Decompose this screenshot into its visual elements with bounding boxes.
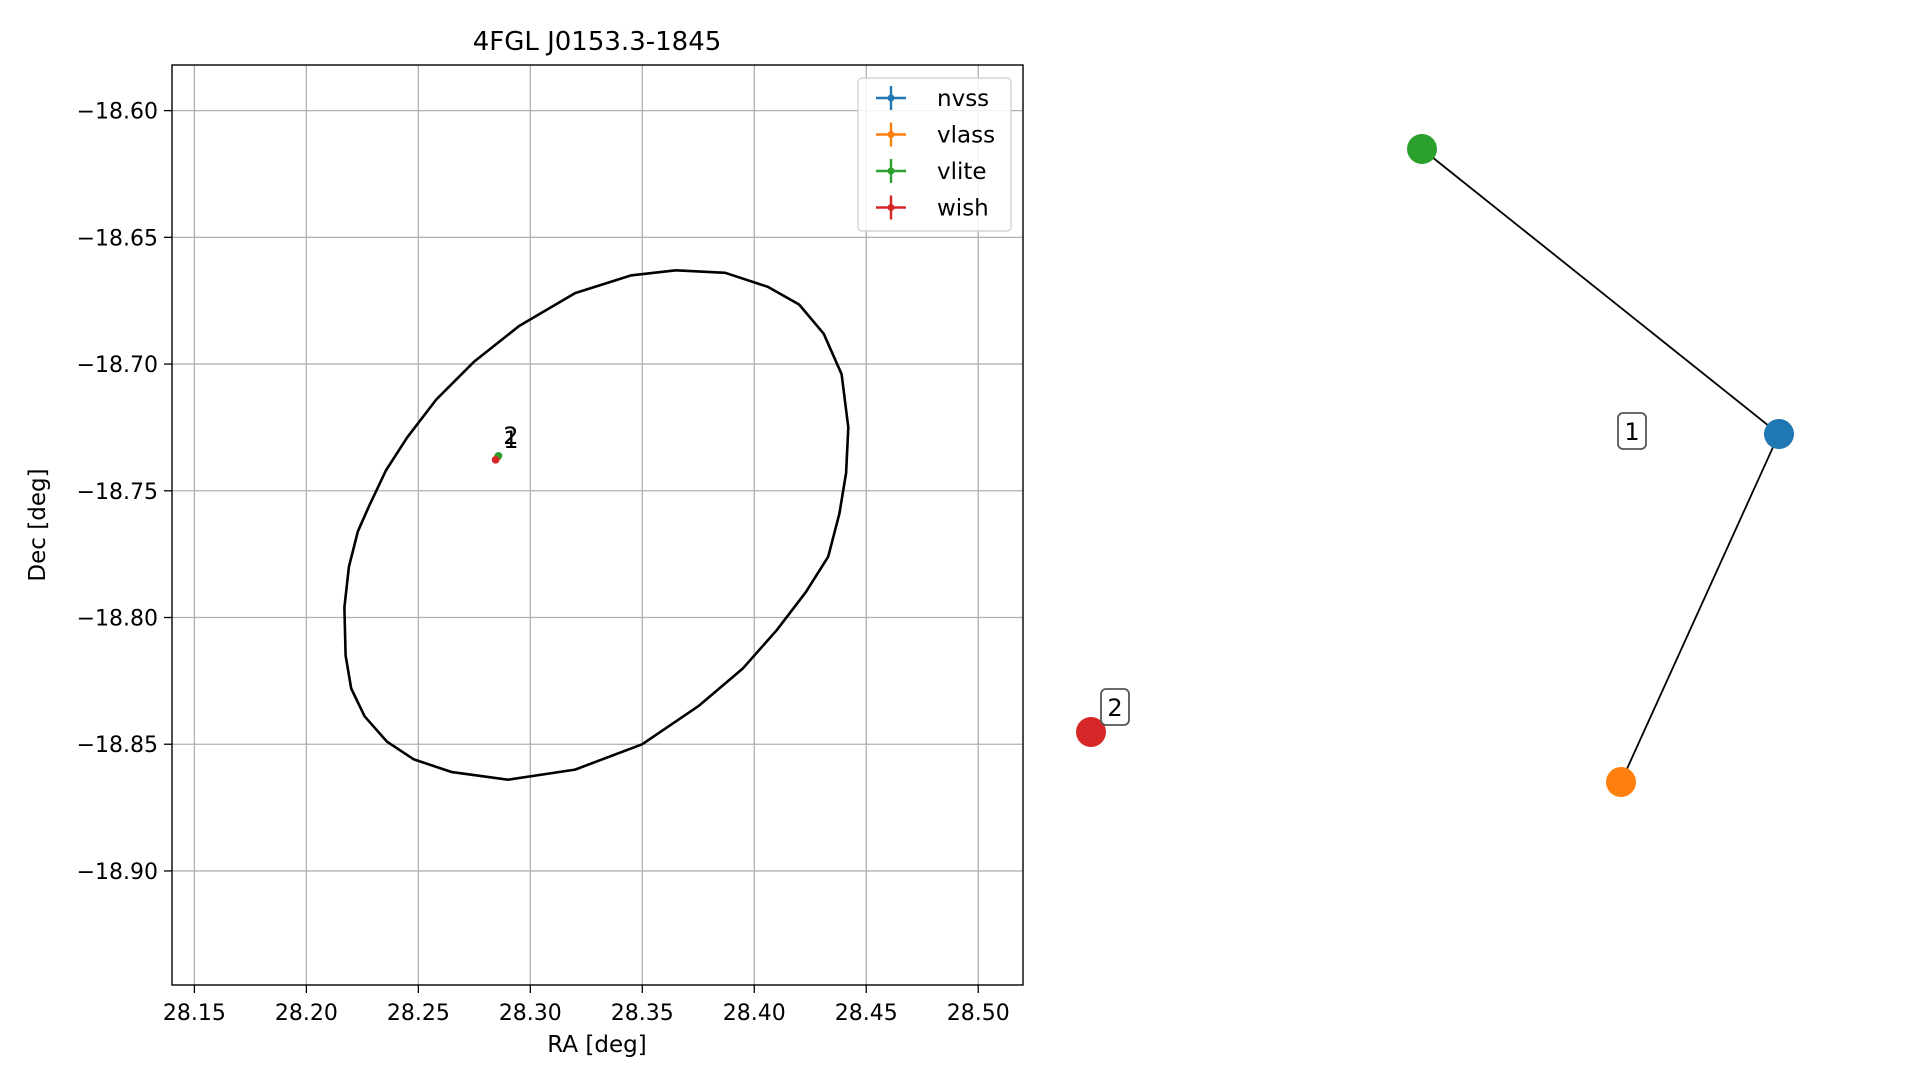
cluster-labels: 12 (1100, 412, 1647, 726)
x-tick-label: 28.40 (723, 1001, 786, 1026)
x-axis-ticks: 28.15 28.20 28.25 28.30 28.35 28.40 28.45 28.50 (163, 985, 1010, 1026)
y-tick-label: −18.80 (77, 607, 158, 632)
y-tick-label: −18.60 (77, 100, 158, 125)
error-ellipse-layer (343, 269, 850, 782)
y-tick-label: −18.75 (77, 480, 158, 505)
legend-label-vlite: vlite (937, 159, 987, 185)
coordinate-plot: 12 28.15 28.20 28.25 28.30 28.35 28.40 28.45 28… (25, 27, 1024, 1058)
cluster-label-text: 2 (1107, 694, 1122, 722)
x-tick-label: 28.30 (499, 1001, 562, 1026)
graph-node-nvss (1764, 419, 1794, 449)
x-tick-label: 28.45 (835, 1001, 898, 1026)
cluster-label-1: 1 (1617, 412, 1647, 450)
point-wish (491, 456, 500, 464)
y-axis-label: Dec [deg] (25, 468, 51, 581)
legend-label-vlass: vlass (937, 123, 995, 149)
point-annotation: 2 (503, 422, 518, 450)
legend-item-wish: wish (876, 195, 989, 222)
cluster-graph: 12 (1076, 134, 1794, 797)
y-tick-label: −18.65 (77, 226, 158, 251)
x-tick-label: 28.20 (275, 1001, 338, 1026)
legend-box (857, 77, 1012, 232)
graph-edges (1421, 148, 1780, 783)
graph-node-vlass (1606, 767, 1636, 797)
x-tick-label: 28.35 (611, 1001, 674, 1026)
legend-dot-vlass (887, 131, 895, 138)
x-tick-label: 28.50 (947, 1001, 1010, 1026)
x-tick-label: 28.25 (387, 1001, 450, 1026)
axes-frame (171, 64, 1024, 986)
point-annotation: 1 (503, 426, 518, 454)
legend-item-nvss: nvss (876, 86, 989, 112)
legend-dot-nvss (887, 94, 895, 102)
legend-dot-wish (887, 204, 895, 211)
cluster-label-2: 2 (1100, 688, 1130, 726)
y-tick-label: −18.85 (77, 733, 158, 758)
chart-title: 4FGL J0153.3-1845 (473, 27, 722, 57)
legend-dot-vlite (887, 167, 895, 175)
grid (172, 65, 1023, 985)
graph-edge-nvss-vlass (1620, 433, 1780, 783)
cluster-label-box (1100, 688, 1130, 726)
point-annotations: 12 (503, 422, 518, 454)
legend-item-vlite: vlite (876, 159, 987, 185)
legend-item-vlass: vlass (876, 122, 995, 149)
y-tick-label: −18.90 (77, 860, 158, 885)
graph-node-wish (1076, 717, 1106, 747)
error-ellipse (343, 269, 850, 782)
source-points (491, 452, 503, 464)
x-axis-label: RA [deg] (547, 1032, 646, 1058)
x-tick-label: 28.15 (163, 1001, 226, 1026)
legend-label-nvss: nvss (937, 86, 989, 112)
graph-edge-vlite-nvss (1421, 148, 1780, 435)
y-axis-ticks: −18.60 −18.65 −18.70 −18.75 −18.80 −18.85 −18.… (77, 100, 172, 885)
cluster-label-text: 1 (1624, 418, 1639, 446)
legend: nvss vlass vlite wish (857, 77, 1012, 232)
graph-nodes (1076, 134, 1794, 797)
y-tick-label: −18.70 (77, 353, 158, 378)
graph-node-vlite (1407, 134, 1437, 164)
cluster-label-box (1617, 412, 1647, 450)
legend-label-wish: wish (937, 196, 989, 222)
